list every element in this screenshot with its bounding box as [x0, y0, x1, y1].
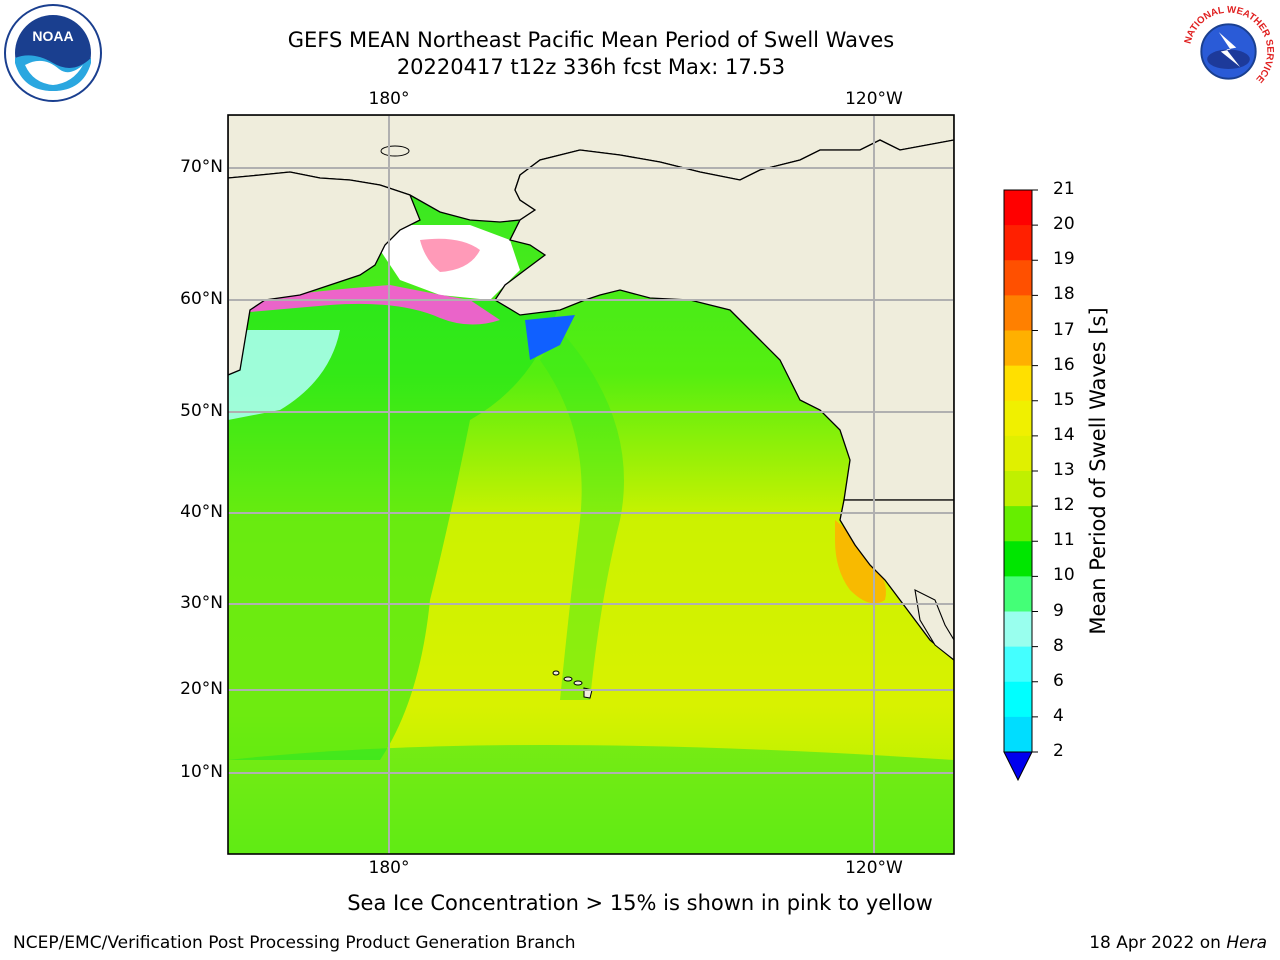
colorbar-band: [1004, 190, 1032, 226]
footer-left: NCEP/EMC/Verification Post Processing Pr…: [13, 933, 576, 953]
caption: Sea Ice Concentration > 15% is shown in …: [347, 891, 933, 915]
lat-label-10n: 10°N: [180, 762, 223, 782]
green-swath-west: [228, 300, 560, 760]
colorbar-tick-label: 12: [1053, 495, 1075, 516]
lon-label-bottom-120w: 120°W: [845, 858, 903, 878]
colorbar-tick-label: 17: [1053, 319, 1075, 340]
green-swath-central: [540, 330, 624, 700]
colorbar-tick-label: 11: [1053, 530, 1075, 551]
colorbar-label: Mean Period of Swell Waves [s]: [1086, 307, 1110, 635]
colorbar-extend-arrow: [1003, 751, 1033, 782]
sea-ice-band: [250, 285, 500, 325]
lat-label-20n: 20°N: [180, 679, 223, 699]
lat-label-60n: 60°N: [180, 289, 223, 309]
colorbar-tick-label: 9: [1053, 600, 1064, 621]
colorbar-tick-label: 10: [1053, 565, 1075, 586]
noaa-logo-text: NOAA: [32, 28, 73, 44]
chart-subtitle: 20220417 t12z 336h fcst Max: 17.53: [396, 55, 786, 79]
graticule: [228, 115, 954, 854]
chart-title: GEFS MEAN Northeast Pacific Mean Period …: [287, 28, 895, 52]
colorbar-band: [1004, 716, 1032, 753]
colorbar-tick-label: 15: [1053, 389, 1075, 410]
nws-logo: NATIONAL WEATHER SERVICE: [1180, 3, 1277, 100]
st-lawrence-island: [380, 145, 410, 157]
colorbar-tick-label: 14: [1053, 424, 1075, 445]
footer-right: 18 Apr 2022 on Hera: [1089, 933, 1267, 953]
footer-machine: Hera: [1226, 933, 1267, 953]
colorbar-tick-label: 13: [1053, 460, 1075, 480]
colorbar-band: [1004, 435, 1032, 472]
cyan-region: [228, 330, 340, 420]
colorbar-tick-label: 18: [1053, 284, 1075, 305]
colorbar-band: [1004, 646, 1032, 683]
colorbar-band: [1004, 260, 1032, 296]
sea-ice-bering: [420, 238, 480, 272]
colorbar-band: [1004, 506, 1032, 542]
lat-label-70n: 70°N: [180, 157, 223, 177]
noaa-logo: NOAA: [3, 3, 103, 103]
colorbar-tick-label: 21: [1053, 179, 1075, 199]
lat-label-40n: 40°N: [180, 502, 223, 522]
lat-label-50n: 50°N: [180, 401, 223, 421]
noaa-logo-graphic: NOAA: [4, 4, 102, 102]
colorbar-band: [1004, 330, 1032, 367]
colorbar-tick-label: 6: [1053, 670, 1064, 691]
colorbar-tick-label: 16: [1053, 354, 1075, 375]
colorbar-tick-label: 8: [1053, 635, 1064, 656]
colorbar-band: [1004, 400, 1032, 437]
blue-patch: [525, 315, 575, 360]
colorbar-band: [1004, 471, 1032, 507]
colorbar-band: [1004, 611, 1032, 648]
colorbar: [1003, 189, 1038, 782]
footer-date: 18 Apr 2022 on: [1089, 933, 1227, 953]
colorbar-band: [1004, 225, 1032, 261]
land-kamchatka: [228, 171, 421, 376]
lat-label-30n: 30°N: [180, 593, 223, 613]
colorbar-tick-label: 4: [1053, 705, 1064, 726]
lon-label-top-180: 180°: [368, 89, 410, 109]
colorbar-band: [1004, 576, 1032, 612]
colorbar-band: [1004, 541, 1032, 577]
land-alaska: [494, 139, 954, 501]
colorbar-tick-label: 19: [1053, 249, 1075, 270]
colorbar-tick-label: 20: [1053, 214, 1075, 235]
green-band-south: [228, 745, 954, 854]
lon-label-bottom-180: 180°: [368, 858, 410, 878]
colorbar-band: [1004, 365, 1032, 402]
colorbar-band: [1004, 295, 1032, 331]
colorbar-band: [1004, 681, 1032, 718]
colorbar-tick-label: 2: [1053, 741, 1064, 761]
map-frame: [227, 114, 955, 855]
lon-label-top-120w: 120°W: [845, 89, 903, 109]
nws-logo-graphic: NATIONAL WEATHER SERVICE: [1181, 4, 1275, 99]
